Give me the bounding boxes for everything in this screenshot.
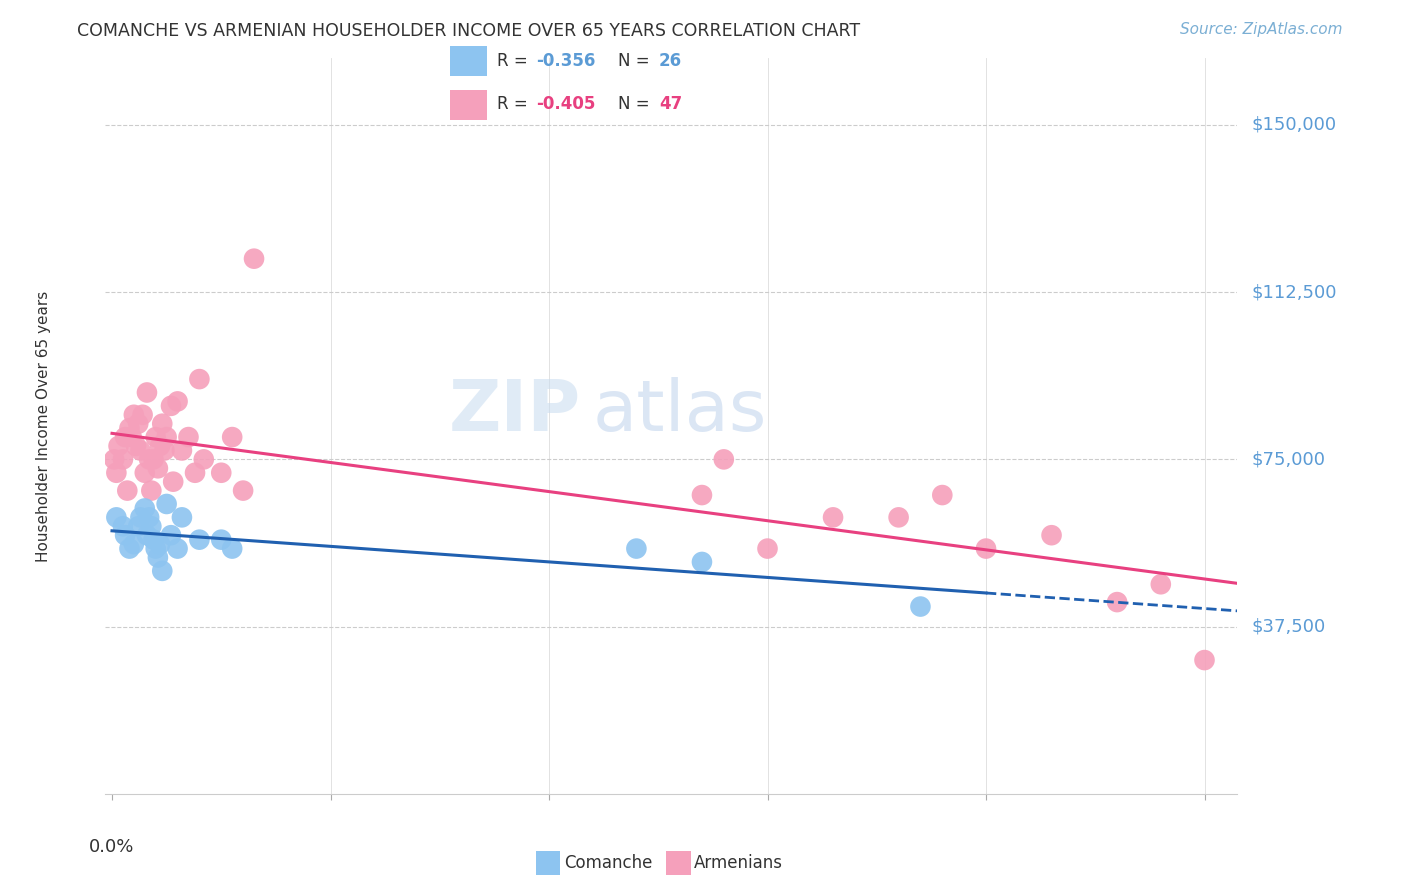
- Point: [1150, 577, 1173, 591]
- Point: [1107, 595, 1129, 609]
- Point: [166, 394, 188, 409]
- Point: [146, 550, 169, 565]
- Point: [626, 541, 648, 556]
- Point: [156, 430, 179, 444]
- Point: [138, 452, 160, 467]
- Point: [131, 408, 153, 422]
- Point: [121, 430, 143, 444]
- Point: [134, 501, 156, 516]
- Point: [160, 528, 183, 542]
- Text: -0.356: -0.356: [536, 52, 595, 70]
- Point: [114, 430, 136, 444]
- Point: [127, 417, 149, 431]
- Text: ZIP: ZIP: [449, 376, 581, 446]
- Point: [193, 452, 215, 467]
- Point: [141, 483, 163, 498]
- Point: [974, 541, 997, 556]
- Text: $150,000: $150,000: [1251, 116, 1336, 134]
- Point: [1194, 653, 1216, 667]
- Text: 47: 47: [659, 95, 682, 113]
- Point: [690, 488, 713, 502]
- Point: [156, 497, 179, 511]
- Point: [821, 510, 844, 524]
- Point: [910, 599, 932, 614]
- Point: [125, 439, 148, 453]
- Point: [1040, 528, 1063, 542]
- Point: [105, 510, 128, 524]
- Text: 26: 26: [659, 52, 682, 70]
- Point: [142, 533, 165, 547]
- Point: [150, 417, 173, 431]
- Text: Comanche: Comanche: [564, 854, 652, 872]
- Point: [145, 541, 167, 556]
- Point: [114, 528, 136, 542]
- Text: Source: ZipAtlas.com: Source: ZipAtlas.com: [1180, 22, 1343, 37]
- Text: COMANCHE VS ARMENIAN HOUSEHOLDER INCOME OVER 65 YEARS CORRELATION CHART: COMANCHE VS ARMENIAN HOUSEHOLDER INCOME …: [77, 22, 860, 40]
- Point: [162, 475, 184, 489]
- Point: [170, 443, 193, 458]
- Text: $37,500: $37,500: [1251, 617, 1326, 636]
- Point: [129, 443, 152, 458]
- Text: 0.0%: 0.0%: [90, 838, 135, 856]
- Point: [150, 564, 173, 578]
- Text: $75,000: $75,000: [1251, 450, 1326, 468]
- Text: $112,500: $112,500: [1251, 283, 1337, 301]
- Point: [690, 555, 713, 569]
- Text: Armenians: Armenians: [695, 854, 783, 872]
- Point: [188, 372, 211, 386]
- Point: [756, 541, 779, 556]
- Point: [221, 430, 243, 444]
- Point: [713, 452, 735, 467]
- Text: -0.405: -0.405: [536, 95, 595, 113]
- Point: [118, 541, 141, 556]
- Point: [145, 430, 167, 444]
- FancyBboxPatch shape: [536, 851, 561, 875]
- Point: [177, 430, 200, 444]
- Point: [153, 443, 176, 458]
- Point: [931, 488, 953, 502]
- Point: [117, 483, 139, 498]
- Point: [111, 519, 134, 533]
- Point: [141, 519, 163, 533]
- Point: [105, 466, 128, 480]
- Point: [209, 533, 232, 547]
- Point: [134, 466, 156, 480]
- Point: [221, 541, 243, 556]
- Text: Householder Income Over 65 years: Householder Income Over 65 years: [35, 290, 51, 562]
- Bar: [450, 46, 486, 76]
- Text: N =: N =: [619, 52, 655, 70]
- FancyBboxPatch shape: [665, 851, 690, 875]
- Point: [118, 421, 141, 435]
- Point: [170, 510, 193, 524]
- Point: [122, 408, 145, 422]
- Point: [111, 452, 134, 467]
- Point: [166, 541, 188, 556]
- Point: [149, 439, 172, 453]
- Point: [887, 510, 910, 524]
- Point: [138, 510, 160, 524]
- Point: [107, 439, 129, 453]
- Point: [243, 252, 266, 266]
- Point: [160, 399, 183, 413]
- Text: N =: N =: [619, 95, 655, 113]
- Point: [232, 483, 254, 498]
- Point: [146, 461, 169, 475]
- Point: [103, 452, 125, 467]
- Point: [129, 510, 152, 524]
- Point: [188, 533, 211, 547]
- Point: [209, 466, 232, 480]
- Text: atlas: atlas: [592, 376, 766, 446]
- Bar: [450, 90, 486, 120]
- Text: R =: R =: [496, 52, 533, 70]
- Point: [136, 385, 159, 400]
- Point: [184, 466, 207, 480]
- Point: [149, 537, 172, 551]
- Text: R =: R =: [496, 95, 533, 113]
- Point: [127, 519, 149, 533]
- Point: [122, 537, 145, 551]
- Point: [136, 528, 159, 542]
- Point: [142, 452, 165, 467]
